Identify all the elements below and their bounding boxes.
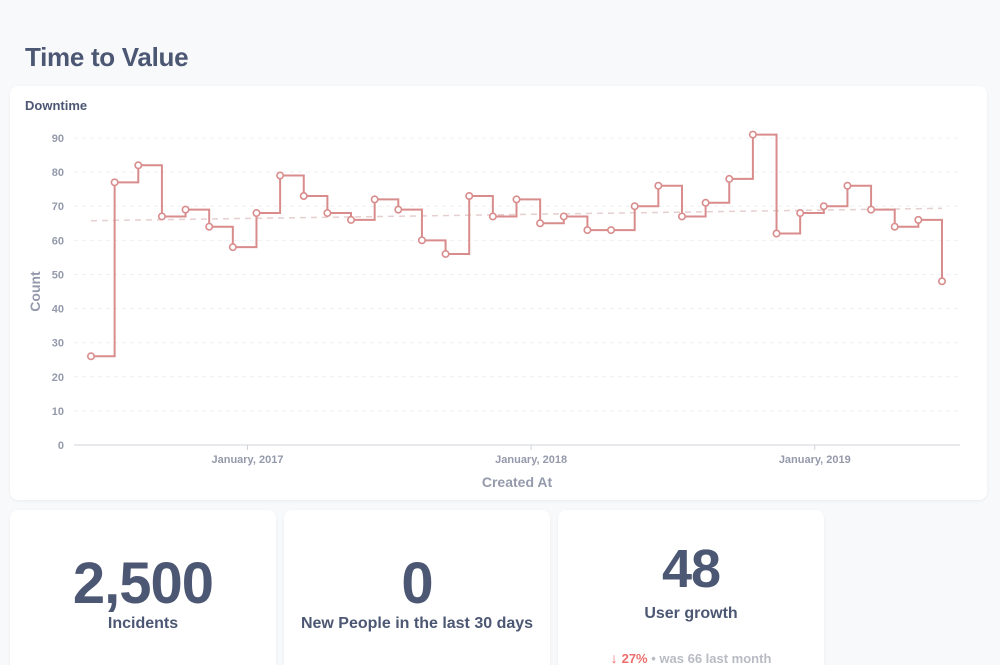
data-point[interactable] (819, 202, 828, 211)
x-axis-label: Created At (482, 474, 553, 490)
y-tick-label: 60 (52, 235, 64, 247)
new-people-label[interactable]: New People in the last 30 days (300, 615, 534, 632)
data-point[interactable] (488, 212, 497, 221)
downtime-chart-card[interactable]: Downtime 0 10 20 30 40 50 60 70 80 90 January, 201… (10, 86, 987, 500)
x-tick-label: January, 2018 (495, 454, 567, 466)
new-people-value: 0 (401, 551, 433, 616)
data-point[interactable] (654, 181, 663, 190)
series-step-line (91, 133, 943, 358)
data-point[interactable] (417, 236, 426, 245)
data-point[interactable] (890, 222, 899, 231)
dashboard-title: Time to Value (25, 42, 189, 72)
x-tick-label: January, 2017 (211, 454, 283, 466)
data-point[interactable] (157, 212, 166, 221)
user-growth-comparison: ↓ 27% • was 66 last month (558, 650, 824, 665)
data-point[interactable] (252, 209, 261, 218)
data-point[interactable] (323, 209, 332, 218)
y-tick-label: 90 (52, 133, 64, 145)
y-tick-label: 80 (52, 167, 64, 179)
data-point[interactable] (796, 209, 805, 218)
y-tick-label: 50 (52, 269, 64, 281)
chart-card-title[interactable]: Downtime (25, 98, 88, 113)
incidents-value: 2,500 (72, 551, 214, 616)
data-point[interactable] (276, 171, 285, 180)
downtime-line-chart[interactable]: 0 10 20 30 40 50 60 70 80 90 January, 2017 January,… (10, 86, 987, 500)
y-tick-label: 30 (52, 338, 64, 350)
arrow-down-icon: ↓ (610, 650, 618, 665)
data-point[interactable] (441, 249, 450, 258)
data-point[interactable] (677, 212, 686, 221)
data-point[interactable] (937, 277, 946, 286)
user-growth-label[interactable]: User growth (644, 605, 738, 622)
data-point[interactable] (205, 222, 214, 231)
incidents-label[interactable]: Incidents (107, 615, 179, 632)
data-point[interactable] (347, 215, 356, 224)
x-tick-label: January, 2019 (779, 454, 851, 466)
data-point[interactable] (583, 226, 592, 235)
data-point[interactable] (181, 205, 190, 214)
data-point[interactable] (512, 195, 521, 204)
y-tick-label: 0 (58, 440, 64, 452)
data-point[interactable] (394, 205, 403, 214)
comparison-text: • was 66 last month (651, 651, 772, 665)
data-point[interactable] (725, 174, 734, 183)
y-tick-label: 70 (52, 201, 64, 213)
y-tick-label: 40 (52, 304, 64, 316)
data-point[interactable] (370, 195, 379, 204)
data-point[interactable] (87, 352, 96, 361)
data-point[interactable] (748, 130, 757, 139)
data-point[interactable] (559, 212, 568, 221)
new-people-scalar-card[interactable]: 0 New People in the last 30 days (284, 510, 550, 665)
y-axis-label: Count (27, 271, 43, 312)
data-point[interactable] (228, 243, 237, 252)
data-point[interactable] (772, 229, 781, 238)
comparison-percent: 27% (621, 651, 648, 665)
user-growth-scalar-card[interactable]: 48 User growth ↓ 27% • was 66 last month (558, 510, 824, 665)
incidents-scalar-card[interactable]: 2,500 Incidents (10, 510, 276, 665)
data-point[interactable] (630, 202, 639, 211)
data-point[interactable] (914, 215, 923, 224)
data-point[interactable] (536, 219, 545, 228)
data-point[interactable] (134, 161, 143, 170)
data-point[interactable] (607, 226, 616, 235)
data-point[interactable] (110, 178, 119, 187)
data-point[interactable] (867, 205, 876, 214)
data-point[interactable] (465, 191, 474, 200)
y-tick-label: 20 (52, 372, 64, 384)
y-tick-label: 10 (52, 406, 64, 418)
data-point[interactable] (299, 191, 308, 200)
user-growth-value: 48 (661, 539, 721, 599)
data-point[interactable] (843, 181, 852, 190)
data-point[interactable] (701, 198, 710, 207)
